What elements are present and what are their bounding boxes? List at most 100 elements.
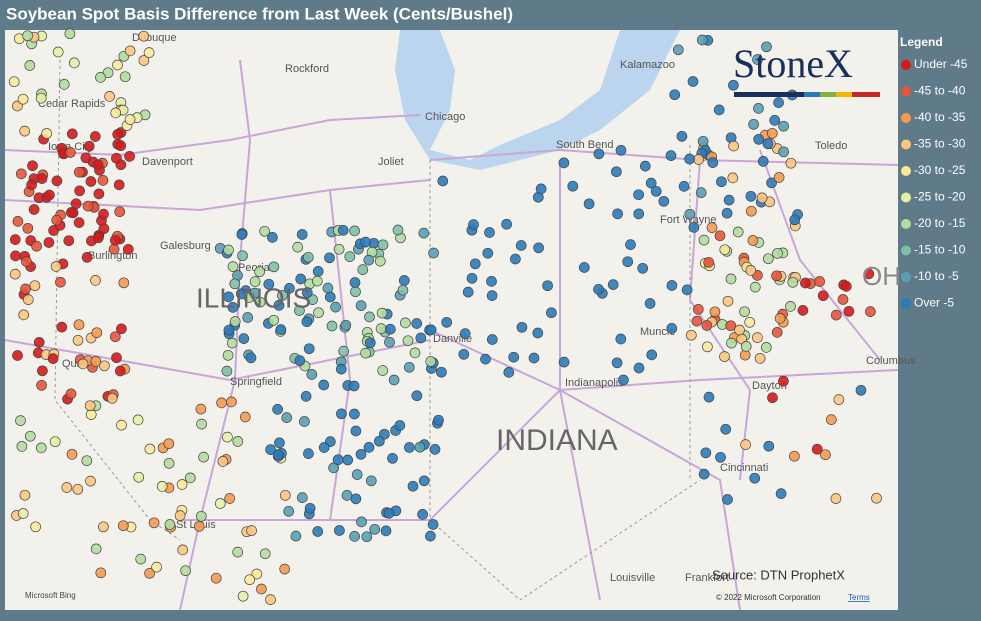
location-dot bbox=[279, 563, 291, 575]
location-dot bbox=[51, 175, 63, 187]
location-dot bbox=[296, 229, 308, 240]
location-dot bbox=[855, 384, 867, 396]
location-dot bbox=[618, 374, 629, 386]
location-dot bbox=[383, 507, 395, 519]
legend: Under -45 -45 to -40 -40 to -35 -35 to -30 -… bbox=[901, 57, 968, 310]
location-dot bbox=[515, 240, 527, 251]
location-dot bbox=[639, 160, 651, 172]
location-dot bbox=[633, 208, 645, 220]
location-dot bbox=[622, 256, 634, 268]
location-dot bbox=[36, 173, 48, 184]
location-dot bbox=[349, 408, 360, 420]
location-dot bbox=[156, 481, 168, 492]
location-dot bbox=[89, 131, 101, 142]
location-dot bbox=[19, 489, 31, 501]
location-dot bbox=[239, 411, 251, 423]
dots bbox=[8, 28, 882, 605]
location-dot bbox=[725, 273, 737, 285]
location-dot bbox=[210, 572, 222, 584]
location-dot bbox=[217, 456, 229, 467]
location-dot bbox=[47, 353, 59, 364]
location-dot bbox=[433, 414, 444, 426]
location-dot bbox=[558, 356, 570, 368]
location-dot bbox=[373, 435, 385, 447]
location-dot bbox=[785, 301, 796, 312]
location-dot bbox=[377, 239, 389, 251]
location-dot bbox=[226, 337, 238, 349]
location-dot bbox=[116, 323, 127, 335]
location-dot bbox=[91, 327, 103, 339]
location-dot bbox=[70, 198, 82, 210]
location-dot bbox=[748, 118, 759, 130]
location-dot bbox=[193, 520, 205, 532]
location-dot bbox=[296, 492, 308, 503]
location-dot bbox=[268, 314, 280, 326]
location-dot bbox=[771, 270, 782, 282]
location-dot bbox=[728, 140, 739, 152]
legend-swatch bbox=[901, 272, 911, 282]
location-dot bbox=[480, 353, 491, 365]
location-dot bbox=[484, 227, 495, 238]
location-dot bbox=[330, 301, 341, 313]
location-dot bbox=[787, 276, 799, 288]
location-dot bbox=[26, 179, 37, 191]
location-dot bbox=[118, 277, 130, 289]
location-dot bbox=[124, 151, 135, 162]
location-dot bbox=[232, 546, 244, 558]
location-dot bbox=[335, 363, 347, 375]
location-dot bbox=[340, 319, 352, 331]
location-dot bbox=[625, 239, 636, 250]
location-dot bbox=[685, 329, 697, 341]
location-dot bbox=[106, 392, 118, 404]
location-dot bbox=[769, 115, 781, 126]
location-dot bbox=[17, 93, 29, 105]
location-dot bbox=[721, 207, 733, 219]
location-dot bbox=[388, 374, 400, 386]
location-dot bbox=[144, 443, 156, 455]
location-dot bbox=[312, 526, 324, 537]
legend-label: -15 to -10 bbox=[914, 243, 966, 257]
location-dot bbox=[510, 253, 521, 265]
legend-title: Legend bbox=[900, 35, 943, 49]
location-dot bbox=[363, 442, 375, 453]
location-dot bbox=[180, 565, 191, 577]
location-dot bbox=[772, 247, 783, 259]
location-dot bbox=[364, 337, 376, 349]
location-dot bbox=[17, 508, 29, 519]
location-dot bbox=[749, 281, 761, 293]
place-label: Dayton bbox=[752, 380, 787, 392]
location-dot bbox=[691, 315, 703, 327]
location-dot bbox=[658, 195, 670, 207]
location-dot bbox=[727, 172, 739, 184]
location-dot bbox=[612, 208, 623, 220]
location-dot bbox=[164, 519, 176, 530]
location-dot bbox=[90, 543, 102, 555]
location-dot bbox=[762, 138, 774, 150]
location-dot bbox=[132, 414, 144, 426]
location-dot bbox=[583, 198, 595, 210]
location-dot bbox=[418, 227, 430, 239]
location-dot bbox=[466, 272, 478, 284]
location-dot bbox=[274, 437, 285, 449]
location-dot bbox=[216, 397, 227, 409]
location-dot bbox=[277, 290, 288, 301]
location-dot bbox=[785, 157, 797, 169]
location-dot bbox=[468, 219, 479, 230]
legend-swatch bbox=[901, 86, 911, 97]
location-dot bbox=[12, 350, 23, 361]
location-dot bbox=[429, 444, 441, 455]
location-dot bbox=[27, 160, 38, 172]
location-dot bbox=[425, 530, 436, 542]
terms-link[interactable]: Terms bbox=[848, 593, 870, 602]
location-dot bbox=[33, 337, 45, 348]
place-label: South Bend bbox=[556, 139, 614, 151]
location-dot bbox=[404, 442, 415, 453]
location-dot bbox=[22, 222, 34, 234]
location-dot bbox=[411, 390, 423, 402]
location-dot bbox=[427, 519, 439, 530]
legend-swatch bbox=[901, 192, 911, 203]
location-dot bbox=[22, 294, 34, 305]
location-dot bbox=[223, 324, 235, 336]
location-dot bbox=[863, 268, 875, 280]
